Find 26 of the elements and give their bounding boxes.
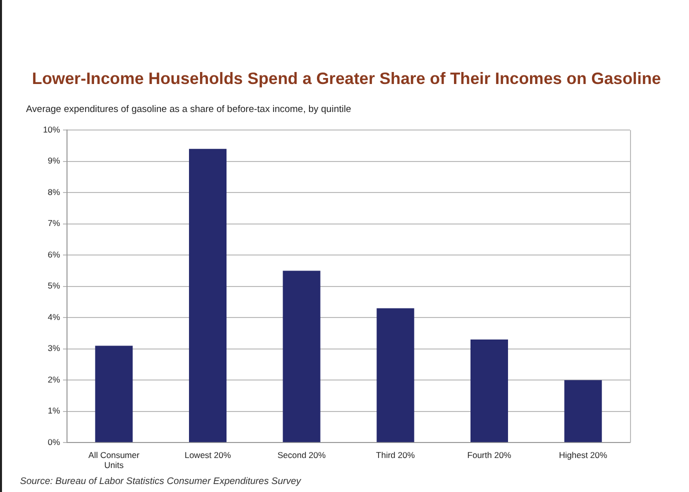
y-tick-label: 6%: [48, 249, 60, 260]
x-tick-label: All Consumer Units: [88, 450, 140, 470]
y-tick-label: 0%: [48, 436, 60, 447]
y-tick-label: 4%: [48, 312, 60, 322]
bar: [282, 270, 320, 442]
x-tick-label: Lowest 20%: [184, 450, 232, 460]
x-tick-label: Second 20%: [277, 450, 326, 460]
x-tick-label: Fourth 20%: [467, 450, 512, 460]
bar: [188, 148, 227, 442]
chart-subtitle: Average expenditures of gasoline as a share of before-tax income, by quintile: [26, 104, 352, 115]
y-tick-label: 7%: [48, 218, 60, 228]
source-note: Source: Bureau of Labor Statistics Consumer Expenditures Survey: [20, 476, 301, 487]
y-tick-label: 10%: [42, 124, 60, 134]
bar: [564, 380, 602, 442]
x-tick-label: Highest 20%: [558, 450, 608, 460]
bar: [376, 308, 414, 442]
chart-title: Lower-Income Households Spend a Greater Share of Their Incomes on Gasoline: [32, 70, 661, 89]
y-tick-label: 9%: [48, 156, 60, 166]
bar: [95, 346, 133, 442]
y-tick-label: 5%: [48, 280, 60, 291]
y-tick-label: 2%: [48, 374, 60, 384]
y-tick-label: 3%: [48, 343, 60, 354]
bar: [470, 339, 508, 442]
y-tick-label: 1%: [48, 406, 60, 416]
y-tick-label: 8%: [48, 186, 60, 197]
x-tick-label: Third 20%: [376, 450, 416, 460]
